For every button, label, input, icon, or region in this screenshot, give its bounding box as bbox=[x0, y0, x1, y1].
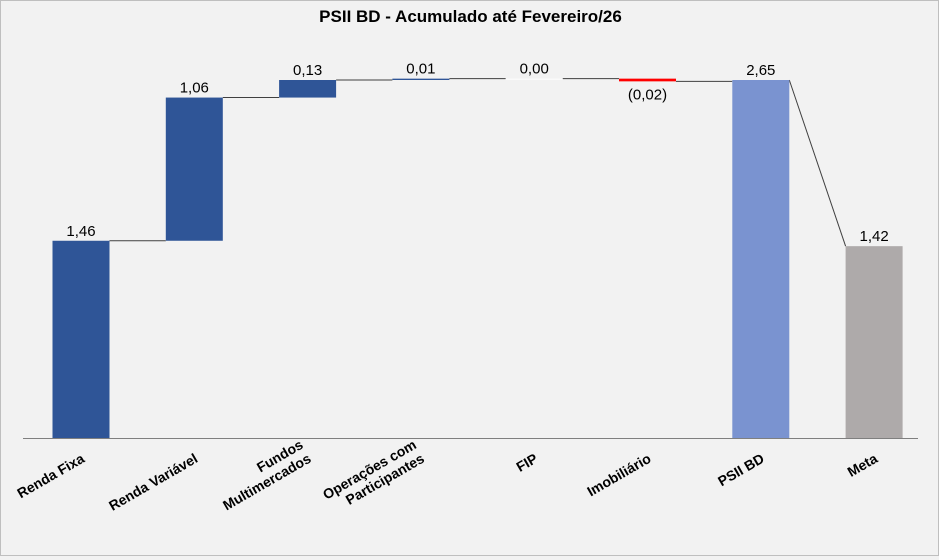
x-tick-label-5: FIP bbox=[513, 450, 540, 475]
bar-3 bbox=[279, 80, 337, 98]
value-label-8: 1,42 bbox=[859, 228, 888, 245]
value-label-5: 0,00 bbox=[520, 61, 549, 78]
connector-line bbox=[788, 79, 847, 247]
x-tick-label-4: Operações comParticipantes bbox=[320, 436, 427, 516]
bar-8 bbox=[845, 246, 903, 438]
bar-4 bbox=[392, 78, 450, 80]
x-tick-label-6: Imobiliário bbox=[584, 450, 653, 499]
value-label-7: 2,65 bbox=[746, 62, 775, 79]
value-label-3: 0,13 bbox=[293, 62, 322, 79]
value-label-6: (0,02) bbox=[628, 86, 667, 103]
bar-5 bbox=[505, 78, 563, 80]
value-label-4: 0,01 bbox=[406, 61, 435, 78]
bar-7 bbox=[732, 80, 790, 438]
chart-title: PSII BD - Acumulado até Fevereiro/26 bbox=[319, 7, 622, 26]
bar-1 bbox=[52, 240, 110, 438]
value-label-2: 1,06 bbox=[180, 80, 209, 97]
x-tick-label-2: Renda Variável bbox=[106, 450, 200, 514]
x-tick-label-1: Renda Fixa bbox=[14, 450, 87, 501]
bar-6 bbox=[619, 78, 676, 82]
x-tick-label-7: PSII BD bbox=[715, 450, 767, 489]
x-tick-label-8: Meta bbox=[844, 450, 880, 480]
value-label-1: 1,46 bbox=[66, 223, 95, 240]
bar-2 bbox=[165, 97, 223, 241]
x-tick-label-3: FundosMultimercados bbox=[212, 436, 314, 513]
